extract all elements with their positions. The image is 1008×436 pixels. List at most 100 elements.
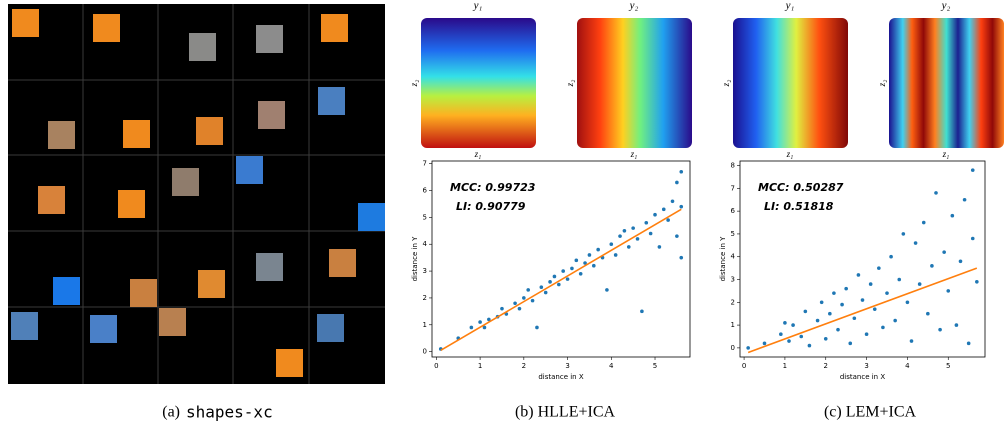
point <box>605 288 609 292</box>
point <box>819 300 824 305</box>
point <box>679 169 684 174</box>
y-tick-label: 3 <box>423 267 427 275</box>
point <box>975 279 979 284</box>
x-axis-label: distance in X <box>538 373 583 381</box>
point <box>958 259 963 264</box>
point <box>661 207 666 212</box>
point <box>561 269 565 273</box>
embedding-plot <box>421 18 536 148</box>
point <box>803 309 808 314</box>
x-axis-label: distance in X <box>840 373 885 381</box>
point <box>901 232 906 236</box>
y-tick-label: 6 <box>731 207 736 215</box>
point <box>889 254 893 259</box>
y-tick-label: 8 <box>731 162 735 170</box>
point <box>679 204 684 209</box>
y-tick-label: 1 <box>731 321 735 329</box>
annotation: LI: 0.90779 <box>456 200 526 213</box>
point <box>917 282 922 286</box>
point <box>539 285 544 289</box>
point <box>787 339 791 343</box>
embedding-xlabel: z₁ <box>786 149 794 159</box>
embedding-plot <box>577 18 692 148</box>
shape <box>198 270 225 298</box>
scatter-chart: 0 1 2 3 4 5 0 1 2 3 4 5 6 7 distance in X distance in Y… <box>411 160 691 381</box>
point <box>513 301 517 306</box>
point <box>517 306 522 311</box>
point <box>840 302 844 307</box>
point <box>640 309 644 314</box>
caption: (c) LEM+ICA <box>824 404 917 421</box>
annotation: MCC: 0.99723 <box>450 181 536 194</box>
point <box>877 266 881 270</box>
y-tick-label: 1 <box>423 321 427 329</box>
shape <box>48 121 75 149</box>
shape <box>53 277 80 305</box>
shape <box>329 249 356 277</box>
x-tick-label: 3 <box>864 362 868 370</box>
shape <box>38 186 65 214</box>
y-tick-label: 5 <box>423 213 427 221</box>
y-axis-label: distance in Y <box>719 236 727 281</box>
point <box>487 317 491 322</box>
point <box>526 288 531 292</box>
point <box>856 273 861 277</box>
point <box>885 291 889 295</box>
point <box>679 255 684 260</box>
annotation: MCC: 0.50287 <box>758 181 844 194</box>
shape <box>196 117 223 145</box>
point <box>864 332 869 337</box>
point <box>626 245 631 249</box>
point <box>779 332 783 337</box>
shape <box>258 101 285 129</box>
point <box>596 247 600 252</box>
shape <box>11 312 38 340</box>
point <box>970 236 975 241</box>
embedding-xlabel: z₁ <box>630 149 638 159</box>
point <box>657 245 662 249</box>
point <box>653 212 657 217</box>
point <box>543 290 548 295</box>
y-axis-label: distance in Y <box>411 236 419 281</box>
point <box>530 298 535 303</box>
shape <box>276 349 303 377</box>
point <box>762 341 767 346</box>
point <box>966 341 971 346</box>
shape <box>189 33 216 61</box>
point <box>648 231 653 236</box>
plot-frame <box>739 160 986 358</box>
point <box>591 263 596 268</box>
point <box>783 321 787 325</box>
point <box>574 258 579 263</box>
point <box>909 339 914 343</box>
x-tick-label: 0 <box>434 362 438 370</box>
point <box>913 241 918 245</box>
x-tick-label: 4 <box>609 362 614 370</box>
point <box>934 191 938 195</box>
point <box>872 307 877 311</box>
embedding-ylabel: z₂ <box>877 80 887 88</box>
shape <box>123 120 150 148</box>
point <box>815 318 820 323</box>
point <box>893 318 897 323</box>
point <box>613 253 618 257</box>
embedding-xlabel: z₁ <box>942 149 950 159</box>
point <box>618 234 622 238</box>
point <box>583 261 587 265</box>
point <box>930 264 934 268</box>
y-tick-label: 7 <box>423 160 427 168</box>
point <box>675 234 679 238</box>
shape <box>256 253 283 281</box>
point <box>675 180 679 185</box>
point <box>852 316 857 321</box>
embedding-ylabel: z₂ <box>565 80 575 88</box>
point <box>954 323 959 327</box>
point <box>962 197 967 202</box>
shape <box>236 156 263 184</box>
point <box>950 213 955 218</box>
point <box>666 218 670 222</box>
point <box>548 280 552 284</box>
point <box>500 306 504 311</box>
shape <box>93 14 120 42</box>
